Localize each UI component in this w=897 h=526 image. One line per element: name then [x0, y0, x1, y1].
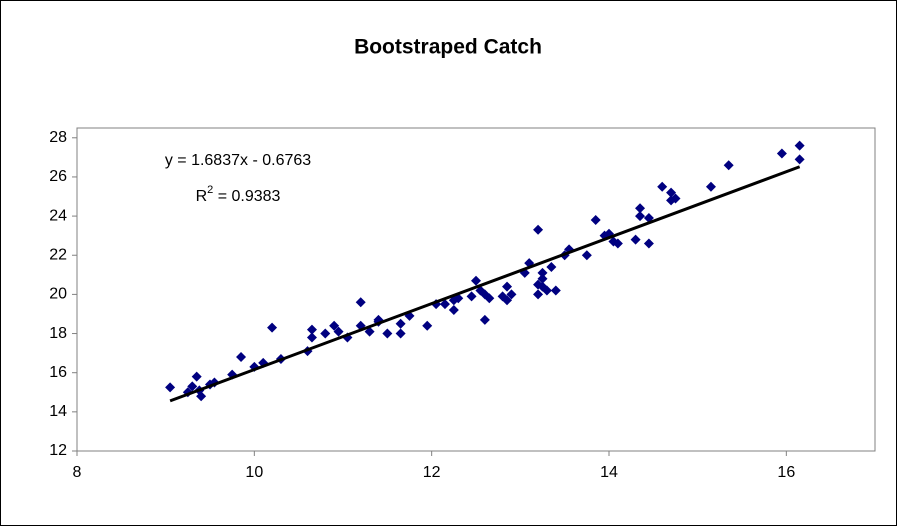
point	[484, 293, 495, 304]
point	[187, 381, 198, 392]
y-tick-label: 12	[49, 442, 67, 459]
x-tick-label: 10	[245, 464, 263, 481]
point	[776, 148, 787, 159]
point	[581, 250, 592, 261]
point	[643, 238, 654, 249]
y-tick-label: 26	[49, 168, 67, 185]
y-tick-label: 16	[49, 364, 67, 381]
point	[165, 382, 176, 393]
y-tick-label: 14	[49, 403, 67, 420]
point	[329, 320, 340, 331]
y-tick-label: 24	[49, 207, 67, 224]
y-tick-label: 20	[49, 286, 67, 303]
chart-title: Bootstraped Catch	[354, 36, 542, 59]
point	[666, 187, 677, 198]
x-tick-label: 16	[777, 464, 795, 481]
point	[506, 289, 517, 300]
point	[550, 285, 561, 296]
point	[537, 267, 548, 278]
point	[546, 261, 557, 272]
point	[635, 203, 646, 214]
point	[630, 234, 641, 245]
y-tick-label: 28	[49, 129, 67, 146]
point	[590, 215, 601, 226]
y-tick-label: 22	[49, 246, 67, 263]
plot-area	[76, 127, 876, 452]
point	[466, 291, 477, 302]
point	[635, 211, 646, 222]
point	[533, 224, 544, 235]
point	[448, 305, 459, 316]
point	[236, 352, 247, 363]
point	[705, 181, 716, 192]
point	[395, 328, 406, 339]
point	[723, 160, 734, 171]
point	[471, 275, 481, 286]
point	[191, 371, 202, 382]
trend-equation: y = 1.6837x - 0.6763	[165, 152, 311, 169]
trendline	[169, 165, 801, 403]
y-tick-label: 18	[49, 325, 67, 342]
point	[333, 326, 344, 337]
point	[267, 322, 278, 333]
point	[612, 238, 623, 249]
point	[479, 314, 490, 325]
r-label: R	[196, 188, 208, 205]
point	[670, 193, 681, 204]
x-tick-label: 12	[423, 464, 441, 481]
r-sup: 2	[207, 184, 213, 196]
point	[395, 318, 406, 329]
r-value: = 0.9383	[213, 188, 280, 205]
point	[382, 328, 393, 339]
point	[422, 320, 433, 331]
point	[794, 154, 805, 165]
point	[533, 289, 544, 300]
point	[657, 181, 668, 192]
point	[794, 140, 805, 151]
point	[541, 285, 552, 296]
point	[306, 324, 317, 335]
r-squared: R2 = 0.9383	[196, 184, 281, 205]
point	[502, 295, 513, 306]
point	[502, 281, 513, 292]
x-tick-label: 8	[73, 464, 82, 481]
point	[439, 299, 450, 310]
x-tick-label: 14	[600, 464, 618, 481]
point	[537, 273, 548, 284]
point	[320, 328, 331, 339]
point	[355, 297, 366, 308]
point	[306, 332, 317, 343]
